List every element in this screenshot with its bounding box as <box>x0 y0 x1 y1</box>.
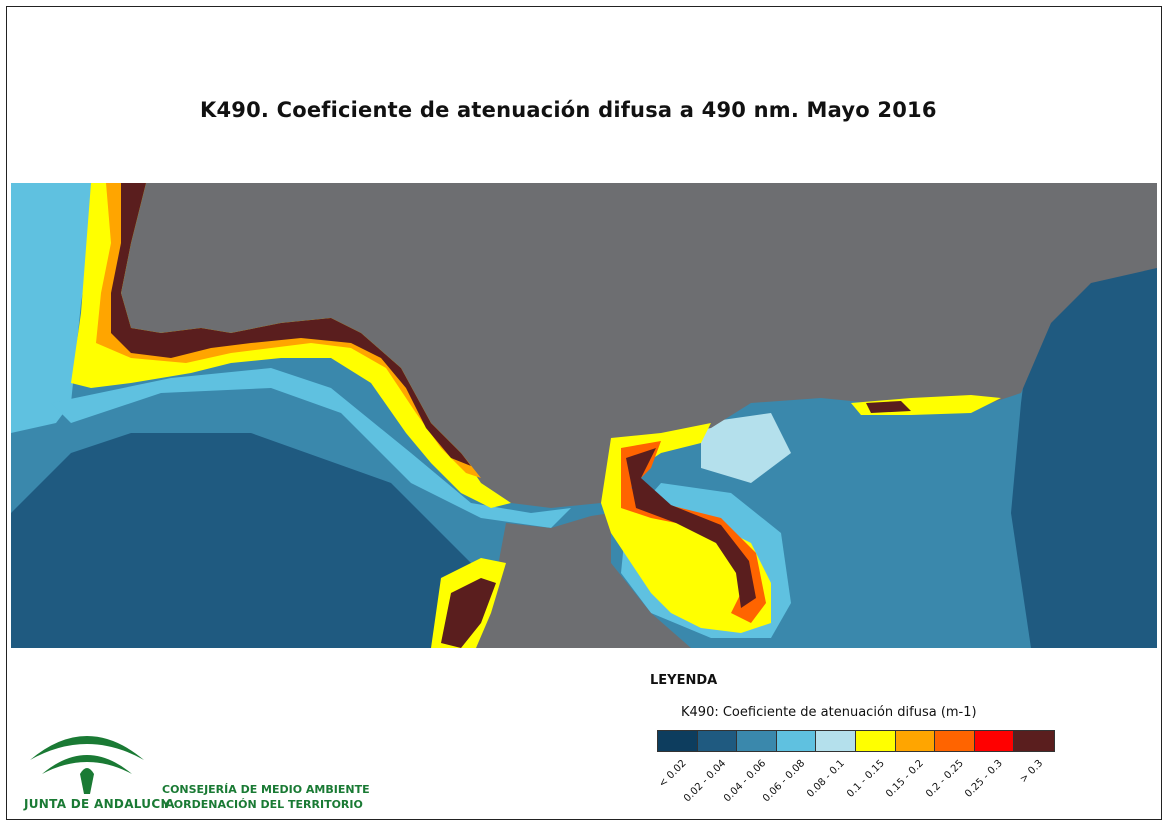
department-line-1: CONSEJERÍA DE MEDIO AMBIENTE <box>162 783 370 796</box>
legend-color-ramp <box>657 730 1055 752</box>
legend-subtitle: K490: Coeficiente de atenuación difusa (… <box>681 705 977 720</box>
legend-swatch <box>855 731 896 751</box>
department-line-2: Y ORDENACIÓN DEL TERRITORIO <box>162 798 363 811</box>
atlantic-deep-water <box>11 433 491 648</box>
legend-swatch <box>816 731 856 751</box>
atlantic-shelf <box>11 183 101 433</box>
k490-map <box>11 183 1157 648</box>
iberian-peninsula-land <box>121 183 1157 508</box>
page-frame <box>6 6 1162 820</box>
legend-swatch <box>697 731 738 751</box>
legend-swatch <box>974 731 1015 751</box>
legend-swatch <box>737 731 777 751</box>
map-title: K490. Coeficiente de atenuación difusa a… <box>200 98 937 122</box>
junta-de-andalucia-logo <box>30 736 144 794</box>
north-africa-land <box>476 513 691 648</box>
logo-text: JUNTA DE ANDALUCIA <box>24 797 175 811</box>
mediterranean-deep-water <box>1011 243 1157 648</box>
legend-swatch <box>895 731 936 751</box>
legend-swatch <box>776 731 817 751</box>
legend-swatch <box>1014 731 1054 751</box>
legend-swatch <box>935 731 975 751</box>
legend-heading: LEYENDA <box>650 673 718 688</box>
department-name: CONSEJERÍA DE MEDIO AMBIENTE Y ORDENACIÓ… <box>162 782 370 812</box>
legend-swatch <box>658 731 698 751</box>
